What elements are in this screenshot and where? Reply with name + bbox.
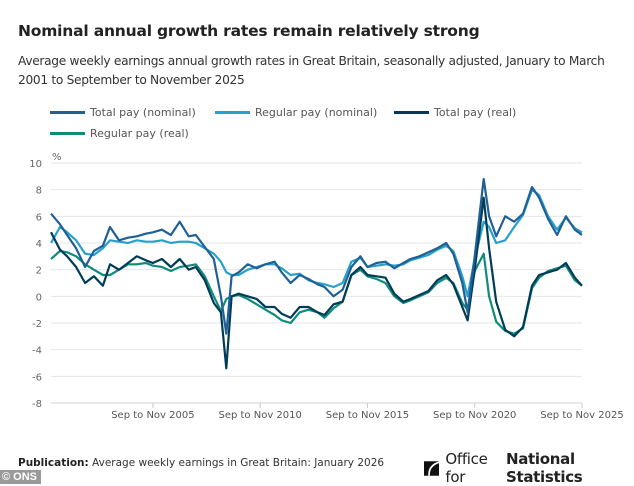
legend-swatch: [215, 111, 250, 114]
y-tick-label: -8: [32, 399, 42, 410]
x-axis: Sep to Nov 2005 Sep to Nov 2010 Sep to Nov…: [111, 403, 624, 421]
legend-swatch: [50, 132, 85, 135]
y-tick-label: 10: [29, 159, 42, 170]
publication-note: Publication: Average weekly earnings in …: [18, 457, 384, 469]
y-tick-label: -2: [32, 319, 42, 330]
y-tick-label: 6: [36, 212, 42, 223]
legend-item-regular-pay-nominal[interactable]: Regular pay (nominal): [215, 106, 377, 119]
legend-item-total-pay-nominal[interactable]: Total pay (nominal): [50, 106, 196, 119]
chart-subtitle: Average weekly earnings annual growth ra…: [18, 54, 605, 87]
chart-title: Nominal annual growth rates remain relat…: [18, 22, 480, 40]
legend-label: Total pay (nominal): [90, 106, 196, 119]
ons-logo[interactable]: Office for National Statistics: [424, 450, 634, 486]
y-axis-unit-label: %: [52, 152, 62, 163]
legend-label: Regular pay (nominal): [255, 106, 378, 119]
x-tick-label: Sep to Nov 2025: [540, 410, 623, 421]
series-line-total-pay-real[interactable]: [50, 196, 583, 370]
x-tick-label: Sep to Nov 2010: [218, 410, 301, 421]
y-tick-label: 4: [36, 239, 42, 250]
x-tick-label: Sep to Nov 2015: [326, 410, 409, 421]
y-tick-label: 2: [36, 266, 42, 277]
series-line-regular-pay-nominal[interactable]: [50, 188, 583, 298]
legend-label: Regular pay (real): [90, 127, 189, 140]
series-line-total-pay-nominal[interactable]: [50, 177, 583, 335]
legend-item-regular-pay-real[interactable]: Regular pay (real): [50, 127, 189, 140]
legend-swatch: [50, 111, 85, 114]
logo-text-bold: National Statistics: [505, 450, 583, 486]
publication-text[interactable]: Average weekly earnings in Great Britain…: [92, 457, 385, 469]
x-tick-label: Sep to Nov 2020: [433, 410, 516, 421]
legend-label: Total pay (real): [434, 106, 517, 119]
y-tick-label: 0: [36, 292, 42, 303]
y-tick-label: -4: [32, 346, 42, 357]
series-lines: [50, 177, 583, 370]
y-axis: 10 8 6 4 2 0 -2 -4 -6 -8: [29, 159, 42, 410]
gridlines: [51, 162, 582, 404]
legend-item-total-pay-real[interactable]: Total pay (real): [394, 106, 516, 119]
x-tick-label: Sep to Nov 2005: [111, 410, 194, 421]
y-tick-label: 8: [36, 186, 42, 197]
ons-logo-icon: [424, 460, 440, 476]
publication-label: Publication:: [18, 457, 89, 469]
legend-swatch: [394, 111, 429, 114]
image-credit: © ONS: [0, 470, 41, 484]
y-tick-label: -6: [32, 372, 42, 383]
logo-text-regular: Office for: [445, 450, 488, 486]
